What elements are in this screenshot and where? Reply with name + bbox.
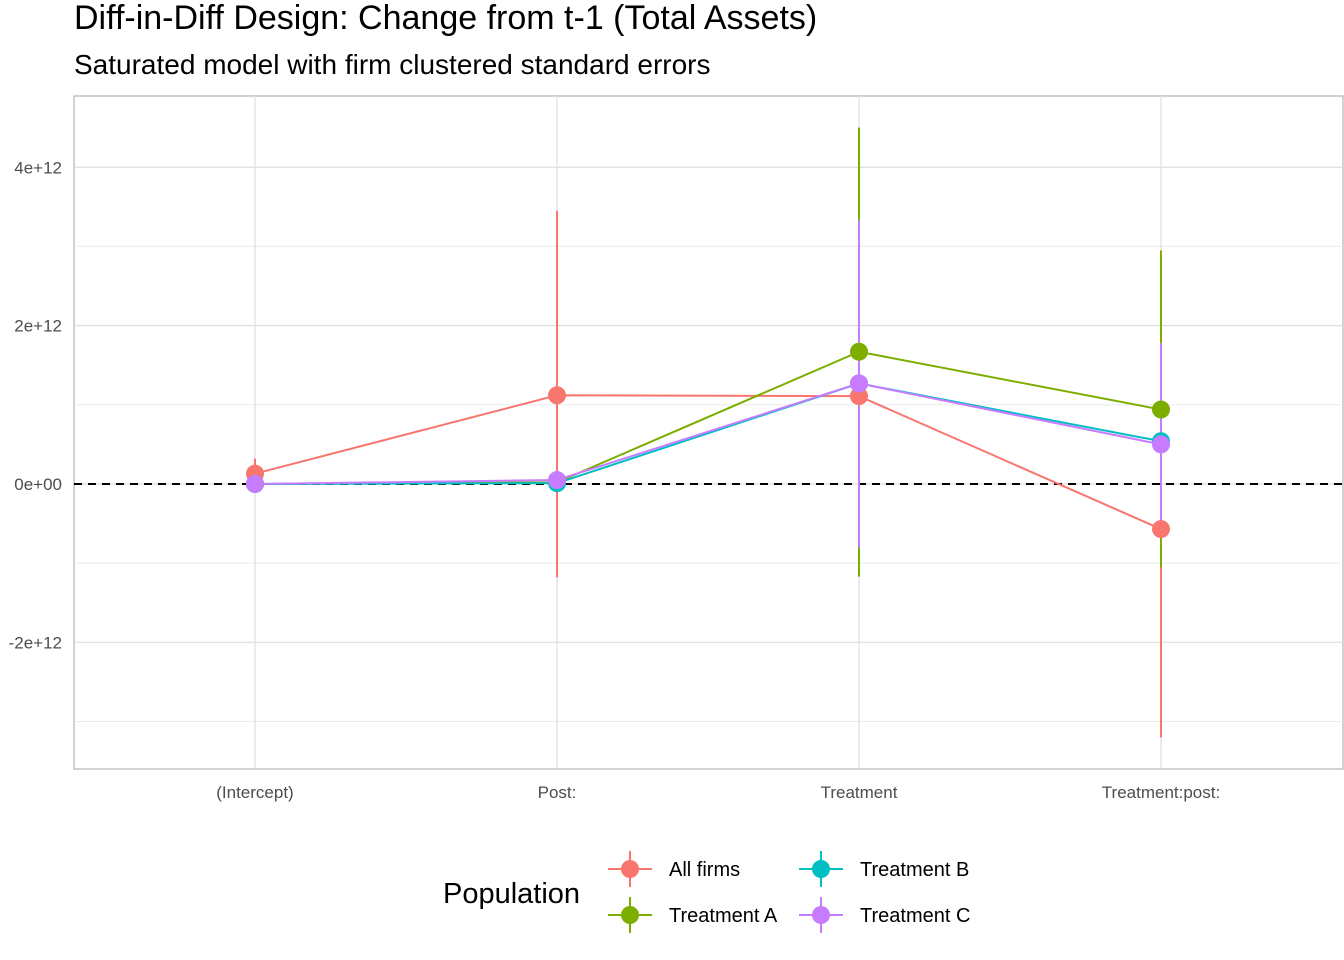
data-point — [850, 374, 868, 393]
legend-label: All firms — [669, 859, 740, 881]
legend-label: Treatment A — [669, 905, 778, 927]
data-point — [1152, 435, 1170, 454]
data-point — [1152, 400, 1170, 419]
data-point — [548, 471, 566, 490]
data-points — [246, 342, 1170, 539]
y-tick-label: 4e+12 — [14, 158, 62, 177]
series-line — [254, 382, 1162, 485]
x-tick-label: Treatment — [821, 783, 898, 802]
data-point — [850, 342, 868, 361]
x-tick-label: (Intercept) — [216, 783, 293, 802]
legend: Population All firms Treatment A Treatment… — [443, 851, 970, 933]
series-line — [254, 382, 1162, 485]
legend-key-point — [621, 860, 639, 878]
x-tick-label: Treatment:post: — [1102, 783, 1220, 802]
legend-item: Treatment C — [799, 897, 970, 933]
data-point — [246, 474, 264, 493]
data-point — [548, 386, 566, 405]
series-lines — [254, 350, 1162, 531]
series-line — [254, 394, 1162, 531]
x-axis: (Intercept) Post: Treatment Treatment:post: — [216, 783, 1220, 802]
chart-title: Diff-in-Diff Design: Change from t-1 (To… — [74, 0, 817, 37]
legend-key-point — [621, 906, 639, 924]
data-point — [1152, 520, 1170, 539]
legend-item: Treatment A — [608, 897, 778, 933]
legend-label: Treatment B — [860, 859, 969, 881]
chart-subtitle: Saturated model with firm clustered stan… — [74, 49, 711, 80]
y-tick-label: 2e+12 — [14, 317, 62, 336]
legend-item: All firms — [608, 851, 740, 887]
legend-title: Population — [443, 878, 580, 910]
y-tick-label: -2e+12 — [9, 633, 62, 652]
legend-key-point — [812, 906, 830, 924]
legend-item: Treatment B — [799, 851, 969, 887]
plot-panel: -2e+12 0e+00 2e+12 4e+12 (Intercept) Post: Tr… — [9, 95, 1344, 802]
legend-key-point — [812, 860, 830, 878]
y-axis: -2e+12 0e+00 2e+12 4e+12 — [9, 158, 62, 652]
data-point — [850, 387, 868, 406]
x-tick-label: Post: — [538, 783, 577, 802]
y-tick-label: 0e+00 — [14, 475, 62, 494]
legend-label: Treatment C — [860, 905, 970, 927]
